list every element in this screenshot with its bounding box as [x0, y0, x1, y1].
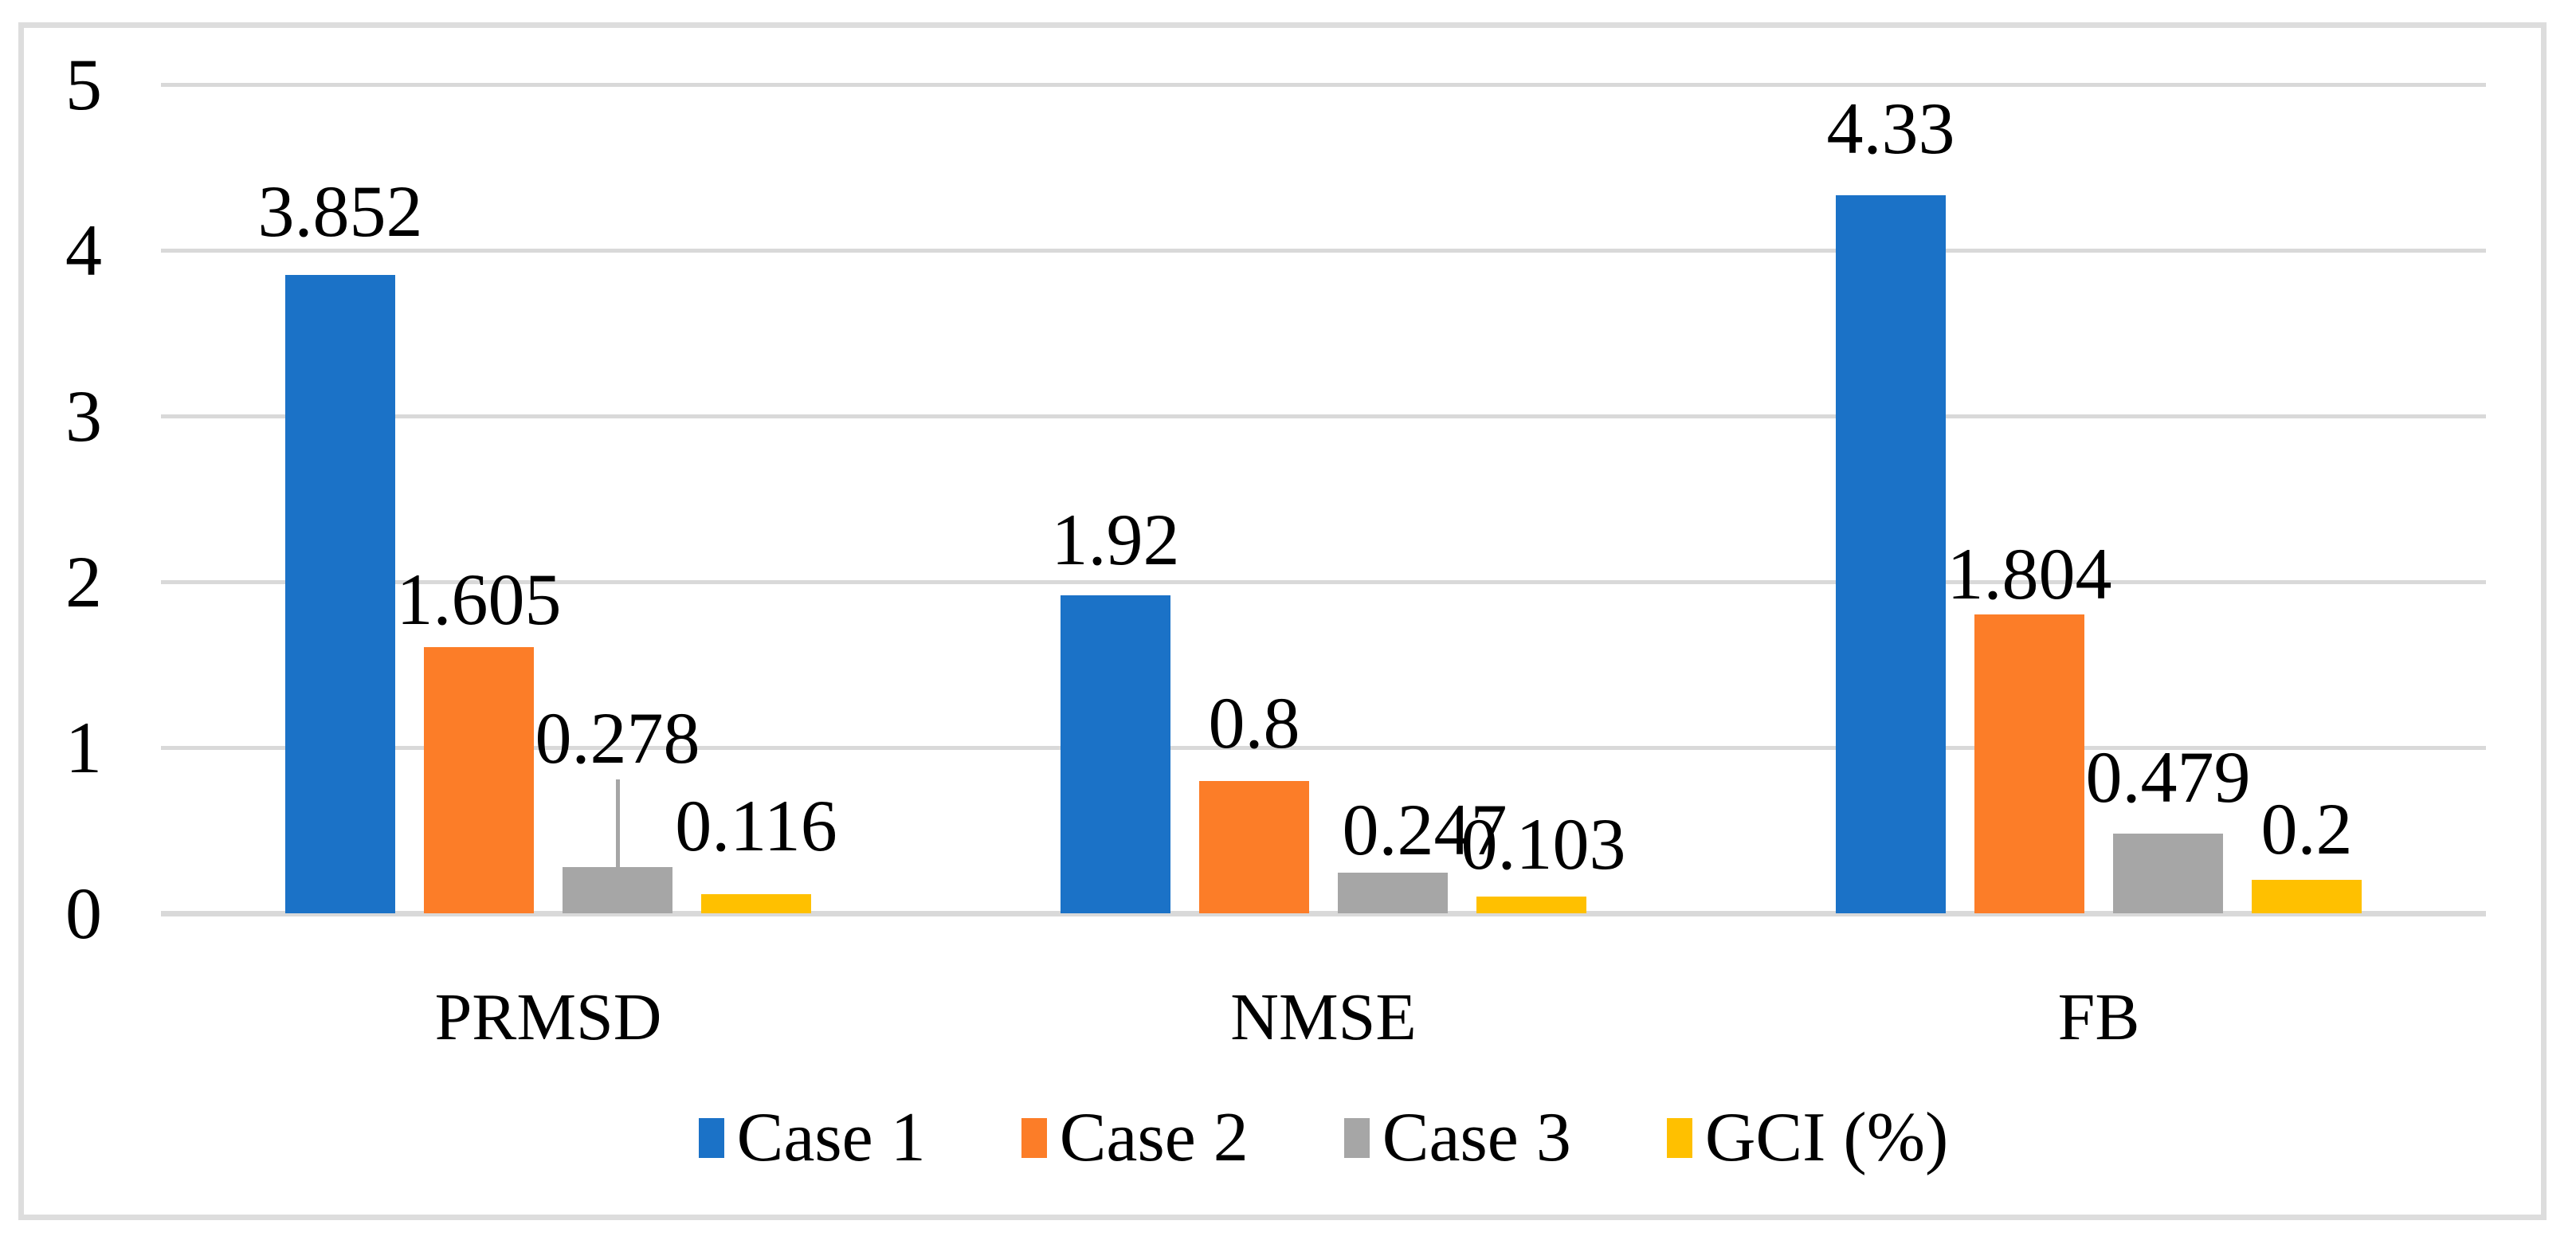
value-label-case-3-prmsd: 0.278: [535, 697, 700, 779]
bar-case-3-fb: [2113, 834, 2223, 913]
legend: Case 1 Case 2 Case 3 GCI (%): [161, 1094, 2486, 1182]
bar-case-1-prmsd: [285, 275, 395, 913]
bar-case-2-nmse: [1199, 781, 1309, 913]
gridline-y-3: [161, 414, 2486, 418]
value-label-gci-fb: 0.2: [2260, 788, 2353, 869]
legend-swatch-case-1: [698, 1118, 724, 1158]
category-label-nmse: NMSE: [1230, 980, 1417, 1054]
bar-gci-fb: [2252, 880, 2362, 913]
chart-outer-border: [18, 22, 2547, 1220]
y-tick-label-4: 4: [65, 210, 102, 291]
bar-case-2-fb: [1974, 614, 2084, 913]
gridline-y-4: [161, 249, 2486, 253]
bar-gci-prmsd: [701, 894, 811, 913]
legend-label-case-2: Case 2: [1059, 1099, 1249, 1176]
value-label-case-1-prmsd: 3.852: [257, 171, 423, 252]
value-label-gci-prmsd: 0.116: [675, 785, 837, 866]
legend-label-gci: GCI (%): [1704, 1099, 1949, 1176]
gridline-y-1: [161, 746, 2486, 750]
category-label-prmsd: PRMSD: [434, 980, 662, 1054]
value-label-case-1-fb: 4.33: [1826, 88, 1955, 169]
value-label-case-2-prmsd: 1.605: [396, 559, 562, 640]
legend-swatch-gci: [1666, 1118, 1692, 1158]
gridline-y-5: [161, 83, 2486, 87]
value-label-gci-nmse: 0.103: [1461, 803, 1626, 885]
category-label-fb: FB: [2057, 980, 2140, 1054]
bar-case-3-nmse: [1338, 873, 1448, 913]
bar-case-1-nmse: [1061, 595, 1170, 913]
legend-item-case-2: Case 2: [1021, 1103, 1249, 1173]
label-leader-line-case-3-prmsd: [616, 779, 620, 867]
value-label-case-3-fb: 0.479: [2085, 736, 2251, 818]
y-tick-label-1: 1: [65, 707, 102, 788]
legend-item-case-1: Case 1: [698, 1099, 926, 1176]
bar-case-2-prmsd: [424, 647, 534, 913]
y-tick-label-3: 3: [65, 375, 102, 457]
x-axis-line: [161, 911, 2486, 916]
value-label-case-1-nmse: 1.92: [1051, 499, 1180, 580]
legend-item-case-3: Case 3: [1343, 1099, 1571, 1176]
legend-label-case-3: Case 3: [1382, 1099, 1571, 1176]
bar-case-1-fb: [1836, 195, 1946, 913]
legend-label-case-1: Case 1: [736, 1099, 926, 1176]
y-tick-label-2: 2: [65, 541, 102, 622]
y-tick-label-0: 0: [65, 873, 102, 954]
legend-swatch-case-3: [1343, 1118, 1370, 1158]
bar-gci-nmse: [1476, 897, 1586, 913]
y-tick-label-5: 5: [65, 44, 102, 125]
gridline-y-2: [161, 580, 2486, 584]
legend-item-gci: GCI (%): [1666, 1099, 1949, 1176]
bar-case-3-prmsd: [563, 867, 672, 913]
value-label-case-2-fb: 1.804: [1947, 533, 2112, 614]
value-label-case-3-nmse: 0.247: [1342, 789, 1508, 870]
value-label-case-2-nmse: 0.8: [1208, 682, 1300, 763]
legend-swatch-case-2: [1021, 1118, 1047, 1158]
